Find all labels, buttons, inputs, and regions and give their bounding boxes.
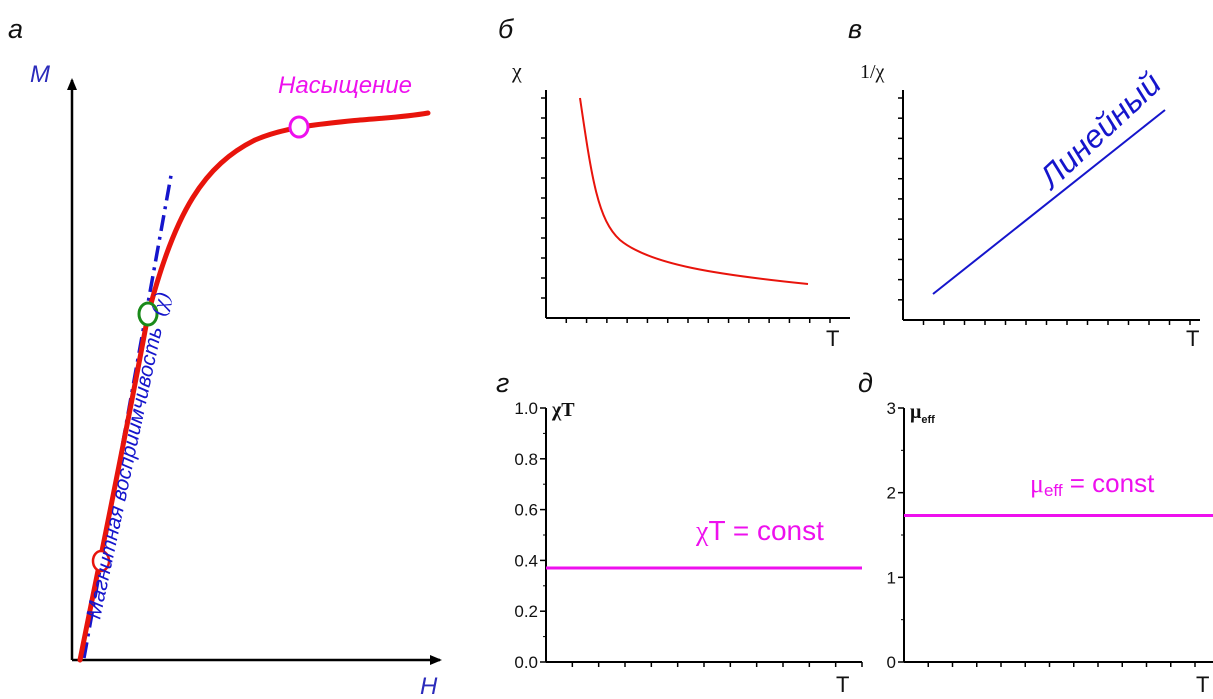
panel-a-marker-green [137, 301, 159, 327]
panel-a-letter: а [8, 14, 23, 44]
svg-text:χT = const: χT = const [695, 515, 824, 547]
panel-d-y-tick-label: 0 [887, 653, 896, 672]
panel-a: а M H Насыщение Магнитная восприимчивост… [8, 14, 442, 699]
panel-d-y-label-sub: eff [921, 414, 935, 426]
panel-a-x-label: H [420, 673, 438, 699]
panel-d-y-tick-label: 2 [887, 484, 896, 503]
panel-v-linear-line [932, 109, 1166, 295]
panel-a-marker-red [91, 549, 111, 573]
panel-b: б χ T [498, 14, 850, 351]
panel-d-annotation-text: = const [1063, 468, 1156, 498]
panel-g-y-label: χT [551, 399, 575, 421]
panel-g-annotation-text: T = const [708, 515, 824, 546]
panel-g-y-tick-label: 0.8 [514, 450, 538, 469]
panel-g-annotation-symbol: χ [695, 516, 709, 547]
svg-text:χT: χT [551, 399, 575, 421]
svg-text:μeff = const: μeff = const [1030, 468, 1155, 500]
panel-g: г 0.0 0.2 0.4 0.6 0.8 1.0 χT T χT = const [496, 368, 863, 697]
panel-d-letter: д [858, 368, 873, 398]
panel-b-susceptibility-curve [579, 97, 809, 285]
panel-b-letter: б [498, 14, 514, 44]
panel-g-letter: г [496, 368, 509, 398]
panel-g-y-tick-label: 0.6 [514, 501, 538, 520]
panel-a-y-label: M [30, 61, 50, 88]
panel-g-y-tick-label: 0.0 [514, 653, 538, 672]
panel-a-tangent-line [82, 169, 174, 659]
panel-b-y-label: χ [511, 58, 522, 83]
panel-g-x-label: T [836, 672, 849, 697]
panel-v: в 1/χ T Линейный [848, 14, 1200, 351]
panel-b-x-label: T [826, 326, 839, 351]
panel-g-y-tick-label: 1.0 [514, 399, 538, 418]
panel-d-y-tick-label: 1 [887, 568, 896, 587]
panel-d-annotation-symbol: μ [1030, 469, 1044, 498]
svg-text:Магнитная восприимчивость: Магнитная восприимчивость (χ) [81, 290, 174, 621]
panel-a-magnetization-curve [77, 110, 431, 663]
panel-v-linear-label: Линейный [1031, 65, 1168, 196]
panel-d-y-label: μ [910, 401, 922, 423]
panel-g-y-tick-label: 0.2 [514, 602, 538, 621]
panel-d-annotation-sub: eff [1044, 481, 1063, 500]
panel-v-y-label: 1/χ [860, 61, 885, 83]
panel-a-marker-magenta [288, 115, 310, 139]
panel-v-x-label: T [1186, 326, 1199, 351]
panel-d-y-tick-label: 3 [887, 399, 896, 418]
panel-g-y-tick-label: 0.4 [514, 551, 538, 570]
panel-v-letter: в [848, 14, 862, 44]
panel-a-susceptibility-label: Магнитная восприимчивость [82, 325, 167, 621]
panel-a-chi-label: (χ) [146, 290, 174, 318]
panel-a-saturation-label: Насыщение [278, 72, 412, 99]
svg-text:μeff: μeff [910, 401, 935, 426]
panel-d-x-label: T [1196, 672, 1209, 697]
